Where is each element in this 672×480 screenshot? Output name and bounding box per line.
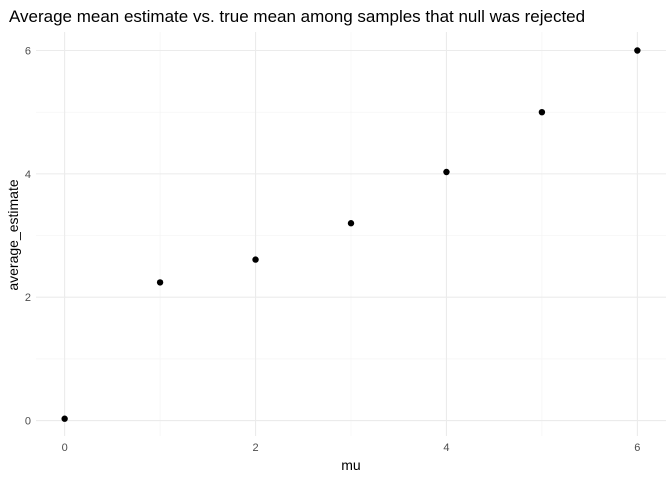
y-tick-label: 0 bbox=[25, 416, 31, 428]
x-tick-label: 2 bbox=[252, 442, 258, 454]
x-tick-label: 6 bbox=[634, 442, 640, 454]
y-tick-label: 4 bbox=[25, 169, 31, 181]
y-tick-label: 6 bbox=[25, 46, 31, 58]
chart-title: Average mean estimate vs. true mean amon… bbox=[9, 7, 585, 26]
data-point bbox=[156, 279, 164, 286]
data-point bbox=[347, 220, 355, 227]
x-axis-label: mu bbox=[341, 457, 360, 473]
y-tick-label: 2 bbox=[25, 292, 31, 304]
points-layer bbox=[61, 47, 641, 422]
data-point bbox=[443, 168, 450, 176]
ticks-layer: 0 2 4 6 0 2 4 6 bbox=[25, 46, 641, 454]
data-point bbox=[634, 47, 641, 54]
data-point bbox=[61, 415, 68, 422]
x-tick-label: 0 bbox=[62, 442, 68, 454]
x-tick-label: 4 bbox=[443, 442, 449, 454]
y-axis-label: average_estimate bbox=[5, 179, 21, 291]
data-point bbox=[252, 256, 259, 263]
grid-layer bbox=[36, 32, 666, 436]
data-point bbox=[538, 108, 546, 116]
